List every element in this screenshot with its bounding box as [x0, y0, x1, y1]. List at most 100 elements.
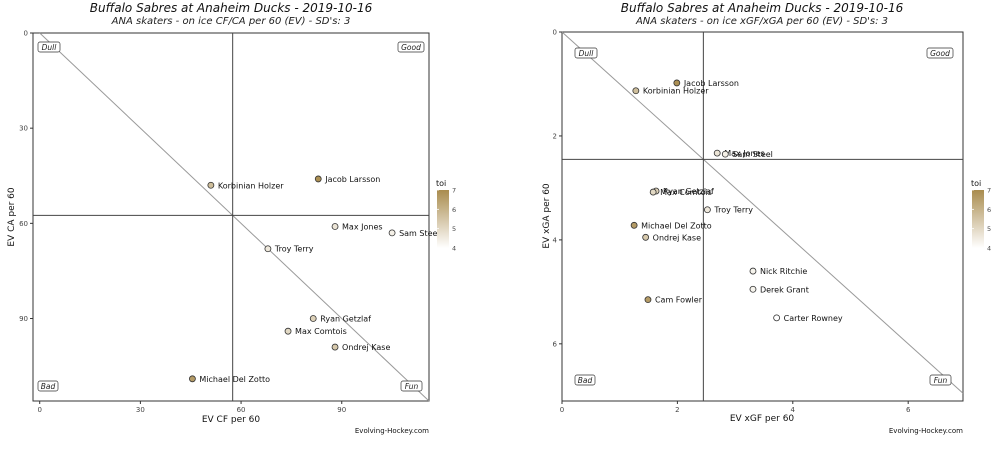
svg-text:Good: Good: [930, 49, 950, 58]
legend-title: toi: [436, 179, 446, 188]
legend-tick-label: 7: [987, 187, 991, 195]
toi-legend: toi 4 5 6 7: [436, 179, 456, 253]
y-tick-label: 0: [553, 29, 557, 37]
quadrant-label-good: Good: [397, 41, 425, 53]
player-label: Michael Del Zotto: [199, 375, 270, 384]
player-label: Ryan Getzlaf: [320, 315, 371, 324]
legend-tick-label: 4: [452, 245, 456, 253]
player-label: Ondrej Kase: [653, 233, 701, 242]
x-tick-label: 90: [337, 406, 346, 414]
x-tick-label: 60: [237, 406, 246, 414]
player-label: Max Comtois: [660, 188, 712, 197]
quadrant-label-dull: Dull: [574, 47, 598, 59]
axis-ticks: 0 2 4 6 0 2 4 6: [553, 29, 911, 415]
x-tick-label: 0: [560, 406, 564, 414]
y-tick-label: 6: [553, 340, 558, 348]
chart-cf-ca: Buffalo Sabres at Anaheim Ducks - 2019-1…: [7, 1, 456, 435]
axis-ticks: 0 30 60 90 0 30 60 90: [19, 30, 346, 415]
player-label: Troy Terry: [713, 206, 753, 215]
x-tick-label: 6: [906, 406, 911, 414]
legend-tick-label: 7: [452, 187, 456, 195]
svg-text:Good: Good: [401, 43, 421, 52]
player-point: [331, 223, 339, 230]
y-tick-label: 30: [19, 125, 28, 133]
player-label: Max Jones: [724, 149, 765, 158]
player-point: [264, 245, 272, 253]
legend-title: toi: [971, 179, 981, 188]
svg-text:Bad: Bad: [41, 382, 56, 391]
player-label: Sam Steel: [732, 150, 773, 159]
quadrant-label-good: Good: [926, 47, 954, 59]
player-label: Korbinian Holzer: [218, 181, 284, 190]
chart-subtitle: ANA skaters - on ice CF/CA per 60 (EV) -…: [111, 16, 351, 27]
quadrant-label-fun: Fun: [929, 374, 952, 386]
legend-tick-label: 4: [987, 245, 991, 253]
quadrant-label-bad: Bad: [37, 380, 59, 392]
svg-text:Dull: Dull: [42, 43, 58, 52]
chart-xgf-xga: Buffalo Sabres at Anaheim Ducks - 2019-1…: [542, 1, 991, 435]
player-label: Korbinian Holzer: [643, 87, 709, 96]
svg-text:Fun: Fun: [405, 382, 419, 391]
player-point: [773, 314, 781, 322]
quadrant-label-bad: Bad: [574, 374, 596, 386]
x-axis-label: EV xGF per 60: [730, 414, 795, 424]
svg-text:Bad: Bad: [578, 376, 593, 385]
player-point: [388, 229, 396, 237]
x-tick-label: 30: [136, 406, 145, 414]
source-credit: Evolving-Hockey.com: [889, 427, 963, 435]
player-point: [703, 206, 711, 214]
player-label: Ondrej Kase: [342, 343, 390, 352]
player-point: [642, 233, 650, 241]
player-label: Carter Rowney: [784, 314, 843, 323]
legend-tick-label: 5: [987, 225, 991, 233]
y-axis-label: EV xGA per 60: [542, 183, 552, 249]
diagonal-reference-line: [561, 31, 964, 394]
player-point: [749, 267, 757, 275]
player-point: [309, 315, 317, 322]
y-tick-label: 2: [553, 132, 557, 140]
source-credit: Evolving-Hockey.com: [355, 427, 429, 435]
player-point: [189, 375, 196, 383]
y-tick-label: 60: [19, 220, 28, 228]
player-point: [644, 296, 652, 304]
y-tick-label: 4: [553, 236, 558, 244]
player-point: [207, 181, 215, 189]
chart-title: Buffalo Sabres at Anaheim Ducks - 2019-1…: [621, 1, 904, 15]
svg-text:Fun: Fun: [934, 376, 948, 385]
player-point: [749, 285, 757, 293]
y-tick-label: 0: [24, 30, 28, 38]
player-label: Michael Del Zotto: [641, 221, 712, 230]
y-tick-label: 90: [19, 315, 28, 323]
svg-text:Dull: Dull: [579, 49, 595, 58]
toi-legend: toi 4 5 6 7: [971, 179, 991, 253]
player-label: Cam Fowler: [655, 296, 703, 305]
player-point: [284, 327, 292, 335]
legend-tick-label: 6: [987, 206, 991, 214]
diagonal-reference-line: [39, 32, 430, 402]
player-point: [713, 149, 721, 157]
player-point: [314, 175, 322, 183]
plot-panel: [561, 31, 964, 402]
legend-tick-label: 6: [452, 206, 456, 214]
legend-colorbar: [437, 190, 449, 248]
player-point: [673, 79, 681, 87]
player-point: [630, 221, 638, 229]
player-label: Ryan Getzlaf: [663, 187, 714, 196]
y-axis-label: EV CA per 60: [7, 187, 17, 247]
x-tick-label: 2: [675, 406, 679, 414]
player-label: Derek Grant: [760, 285, 809, 294]
x-axis-label: EV CF per 60: [202, 415, 261, 425]
player-label: Sam Steel: [399, 229, 440, 238]
player-point: [721, 150, 729, 158]
plot-panel: [32, 32, 430, 402]
player-label: Troy Terry: [274, 245, 314, 254]
player-point: [331, 343, 339, 351]
player-label: Max Comtois: [295, 327, 347, 336]
x-tick-label: 0: [37, 406, 41, 414]
chart-subtitle: ANA skaters - on ice xGF/xGA per 60 (EV)…: [635, 16, 888, 27]
player-point: [632, 87, 640, 95]
legend-tick-label: 5: [452, 225, 456, 233]
